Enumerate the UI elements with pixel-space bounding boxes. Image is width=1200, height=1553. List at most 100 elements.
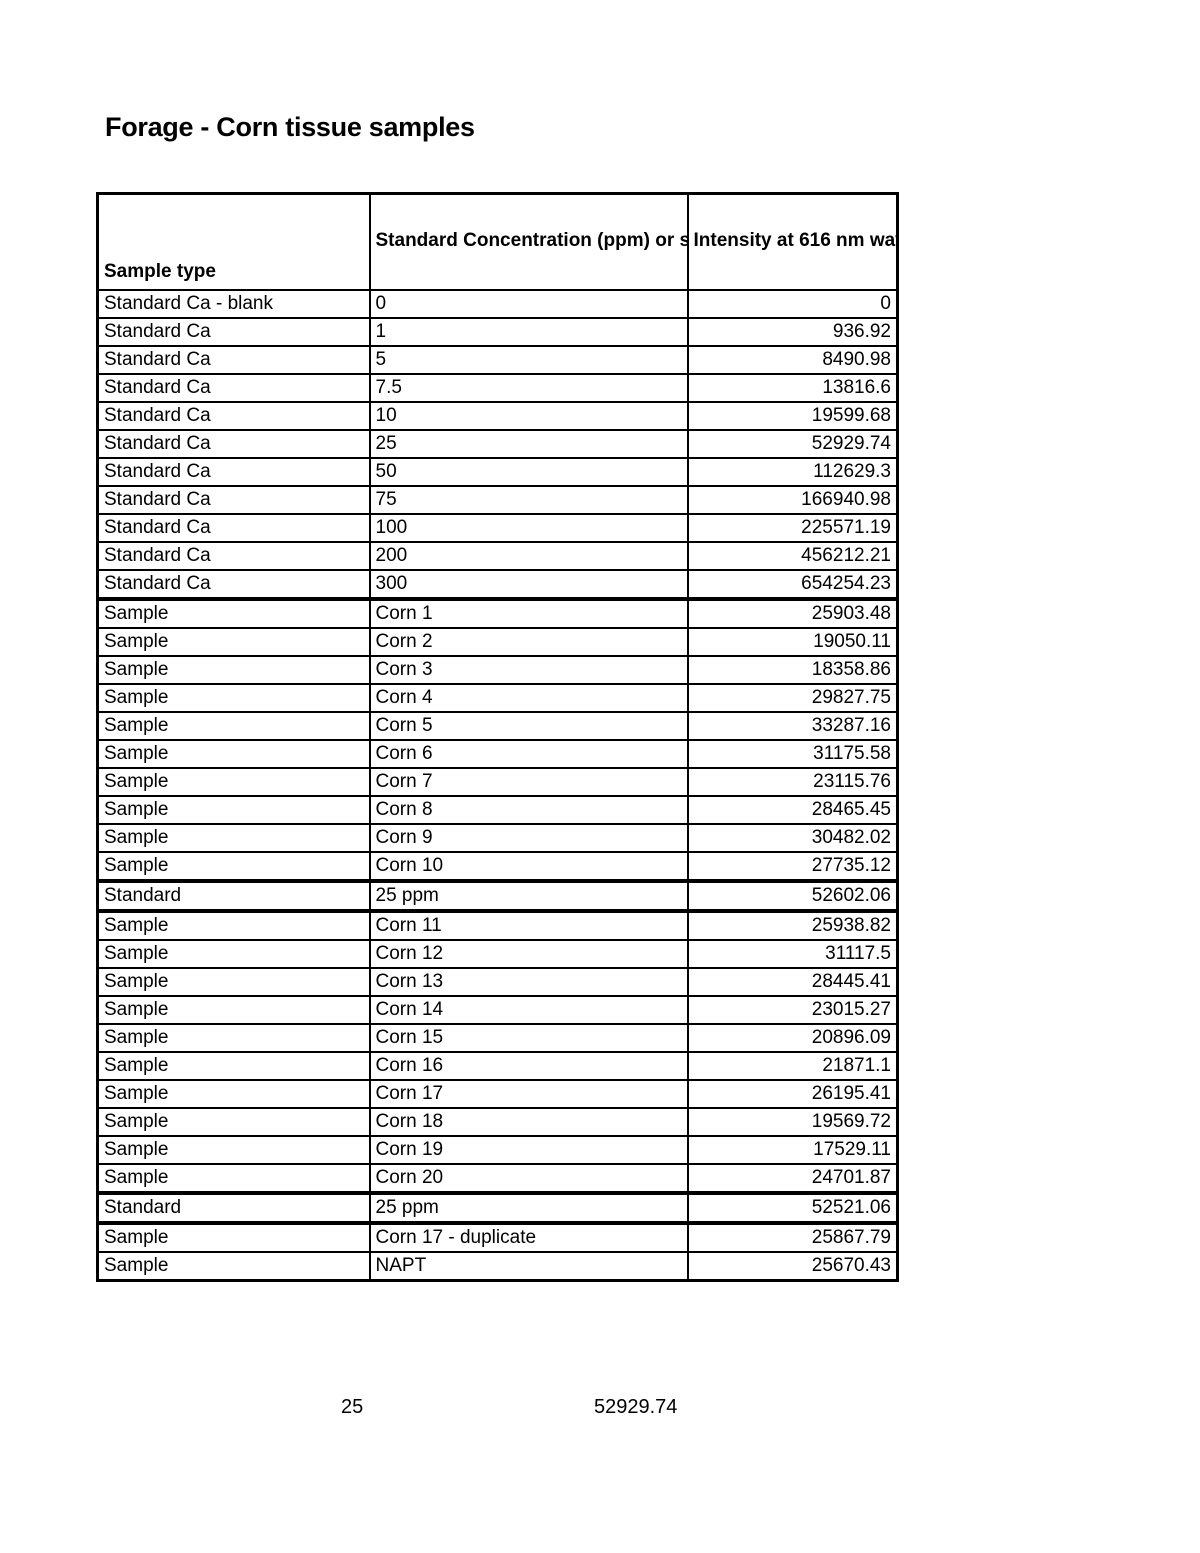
table-row: Sample Corn 19 17529.11: [96, 1135, 899, 1165]
concentration-cell: Corn 17: [368, 1079, 689, 1109]
table-row: Sample Corn 2 19050.11: [96, 627, 899, 657]
concentration-cell: 25 ppm: [368, 1191, 689, 1224]
sample-type-cell: Sample: [96, 1251, 371, 1282]
table-row: Standard Ca 7.5 13816.6: [96, 373, 899, 403]
concentration-cell: Corn 10: [368, 851, 689, 882]
sample-type-cell: Standard Ca: [96, 569, 371, 600]
concentration-cell: Corn 18: [368, 1107, 689, 1137]
sample-type-cell: Sample: [96, 1221, 371, 1253]
intensity-cell: 26195.41: [686, 1079, 899, 1109]
sample-type-cell: Standard Ca: [96, 513, 371, 543]
table-row: Sample Corn 8 28465.45: [96, 795, 899, 825]
concentration-cell: Corn 16: [368, 1051, 689, 1081]
intensity-cell: 52521.06: [686, 1191, 899, 1224]
table-row: Sample Corn 15 20896.09: [96, 1023, 899, 1053]
table-row: Standard Ca 300 654254.23: [96, 569, 899, 600]
sample-type-cell: Standard Ca: [96, 373, 371, 403]
table-row: Sample Corn 17 - duplicate 25867.79: [96, 1221, 899, 1253]
concentration-cell: Corn 2: [368, 627, 689, 657]
intensity-cell: 0: [686, 289, 899, 319]
sample-type-cell: Sample: [96, 683, 371, 713]
intensity-cell: 33287.16: [686, 711, 899, 741]
table-row: Standard Ca 200 456212.21: [96, 541, 899, 571]
intensity-cell: 52602.06: [686, 879, 899, 912]
sample-type-cell: Sample: [96, 1163, 371, 1194]
table-header-row: Sample type Standard Concentration (ppm)…: [96, 192, 899, 291]
sample-type-cell: Sample: [96, 795, 371, 825]
intensity-cell: 28465.45: [686, 795, 899, 825]
concentration-cell: Corn 15: [368, 1023, 689, 1053]
intensity-cell: 19569.72: [686, 1107, 899, 1137]
table-row: Sample Corn 3 18358.86: [96, 655, 899, 685]
intensity-cell: 25670.43: [686, 1251, 899, 1282]
table-row: Sample Corn 17 26195.41: [96, 1079, 899, 1109]
table-row: Standard Ca 10 19599.68: [96, 401, 899, 431]
table-row: Sample Corn 7 23115.76: [96, 767, 899, 797]
intensity-cell: 8490.98: [686, 345, 899, 375]
table-row: Sample Corn 6 31175.58: [96, 739, 899, 769]
table-row: Sample Corn 1 25903.48: [96, 597, 899, 629]
intensity-cell: 30482.02: [686, 823, 899, 853]
intensity-cell: 28445.41: [686, 967, 899, 997]
header-concentration: Standard Concentration (ppm) or sample I…: [368, 192, 689, 291]
intensity-cell: 13816.6: [686, 373, 899, 403]
concentration-cell: 25: [368, 429, 689, 459]
concentration-cell: Corn 5: [368, 711, 689, 741]
concentration-cell: NAPT: [368, 1251, 689, 1282]
samples-table: Sample type Standard Concentration (ppm)…: [96, 192, 899, 1282]
table-row: Sample Corn 4 29827.75: [96, 683, 899, 713]
concentration-cell: Corn 8: [368, 795, 689, 825]
footer-intensity: 52929.74: [594, 1396, 678, 1418]
concentration-cell: Corn 1: [368, 597, 689, 629]
sample-type-cell: Standard Ca: [96, 345, 371, 375]
concentration-cell: Corn 19: [368, 1135, 689, 1165]
concentration-cell: 50: [368, 457, 689, 487]
concentration-cell: 7.5: [368, 373, 689, 403]
sample-type-cell: Sample: [96, 909, 371, 941]
intensity-cell: 27735.12: [686, 851, 899, 882]
concentration-cell: 75: [368, 485, 689, 515]
table-row: Sample NAPT 25670.43: [96, 1251, 899, 1282]
table-row: Sample Corn 12 31117.5: [96, 939, 899, 969]
concentration-cell: Corn 12: [368, 939, 689, 969]
sample-type-cell: Sample: [96, 655, 371, 685]
intensity-cell: 20896.09: [686, 1023, 899, 1053]
intensity-cell: 24701.87: [686, 1163, 899, 1194]
concentration-cell: Corn 4: [368, 683, 689, 713]
sample-type-cell: Standard Ca - blank: [96, 289, 371, 319]
concentration-cell: Corn 14: [368, 995, 689, 1025]
intensity-cell: 654254.23: [686, 569, 899, 600]
table-row: Sample Corn 9 30482.02: [96, 823, 899, 853]
concentration-cell: Corn 9: [368, 823, 689, 853]
intensity-cell: 17529.11: [686, 1135, 899, 1165]
table-row: Sample Corn 16 21871.1: [96, 1051, 899, 1081]
table-row: Sample Corn 18 19569.72: [96, 1107, 899, 1137]
concentration-cell: 10: [368, 401, 689, 431]
intensity-cell: 19599.68: [686, 401, 899, 431]
concentration-cell: Corn 3: [368, 655, 689, 685]
intensity-cell: 225571.19: [686, 513, 899, 543]
intensity-cell: 31175.58: [686, 739, 899, 769]
sample-type-cell: Sample: [96, 1079, 371, 1109]
concentration-cell: 25 ppm: [368, 879, 689, 912]
sample-type-cell: Standard: [96, 879, 371, 912]
sample-type-cell: Sample: [96, 1023, 371, 1053]
concentration-cell: Corn 13: [368, 967, 689, 997]
intensity-cell: 29827.75: [686, 683, 899, 713]
sample-type-cell: Sample: [96, 967, 371, 997]
concentration-cell: 100: [368, 513, 689, 543]
table-row: Sample Corn 11 25938.82: [96, 909, 899, 941]
intensity-cell: 936.92: [686, 317, 899, 347]
table-row: Standard Ca 1 936.92: [96, 317, 899, 347]
sample-type-cell: Standard Ca: [96, 485, 371, 515]
sample-type-cell: Sample: [96, 739, 371, 769]
intensity-cell: 19050.11: [686, 627, 899, 657]
header-sample-type: Sample type: [96, 192, 371, 291]
page-title: Forage - Corn tissue samples: [105, 112, 475, 142]
sample-type-cell: Sample: [96, 995, 371, 1025]
intensity-cell: 166940.98: [686, 485, 899, 515]
concentration-cell: 300: [368, 569, 689, 600]
concentration-cell: Corn 17 - duplicate: [368, 1221, 689, 1253]
sample-type-cell: Standard Ca: [96, 401, 371, 431]
concentration-cell: 1: [368, 317, 689, 347]
